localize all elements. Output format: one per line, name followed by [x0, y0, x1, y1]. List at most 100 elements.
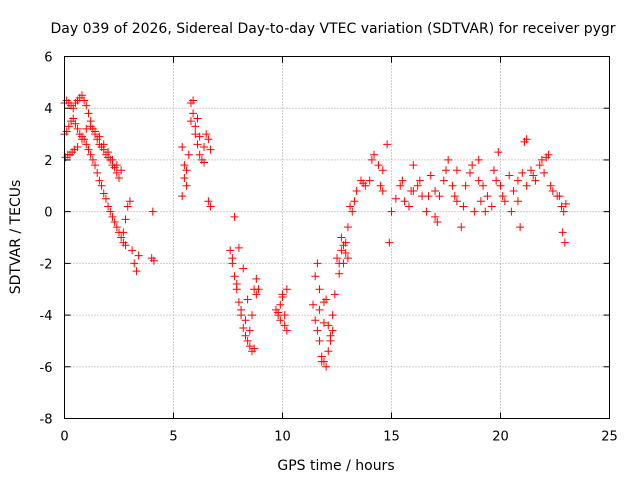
data-points: [60, 91, 570, 371]
data-point: [343, 254, 352, 263]
data-point: [535, 161, 544, 170]
y-tick-label: 2: [44, 154, 52, 169]
data-point: [448, 181, 457, 190]
data-point: [280, 321, 289, 330]
data-point: [557, 202, 566, 211]
data-point: [492, 176, 501, 185]
chart-title: Day 039 of 2026, Sidereal Day-to-day VTE…: [50, 21, 615, 37]
axis-ticks: 0 5 10 15 20 25 -8 -6 -4 -2 0 2 4 6: [40, 51, 618, 445]
data-point: [398, 176, 407, 185]
data-point: [112, 168, 121, 177]
data-point: [400, 197, 409, 206]
data-point: [476, 197, 485, 206]
data-point: [77, 135, 86, 144]
data-point: [505, 171, 514, 180]
data-point: [330, 290, 339, 299]
data-point: [489, 166, 498, 175]
data-point: [254, 285, 263, 294]
data-point: [182, 166, 191, 175]
data-point: [559, 207, 568, 216]
data-point: [245, 342, 254, 351]
data-point: [234, 298, 243, 307]
data-point: [548, 186, 557, 195]
data-point: [101, 194, 110, 203]
data-point: [245, 326, 254, 335]
data-point: [442, 166, 450, 175]
data-point: [424, 192, 433, 201]
y-tick-label: -2: [40, 257, 53, 272]
data-point: [315, 336, 324, 345]
data-point: [470, 207, 479, 216]
data-point: [82, 140, 91, 149]
data-point: [311, 316, 320, 325]
data-point: [237, 305, 246, 314]
data-point: [413, 181, 422, 190]
data-point: [228, 254, 237, 263]
data-point: [315, 285, 324, 294]
data-point: [558, 228, 567, 237]
y-tick-label: -4: [40, 309, 53, 324]
data-point: [452, 197, 461, 206]
data-point: [71, 119, 80, 128]
data-point: [274, 308, 283, 317]
data-point: [341, 249, 350, 258]
data-point: [407, 186, 416, 195]
data-point: [433, 217, 442, 226]
data-point: [243, 336, 252, 345]
data-point: [206, 202, 215, 211]
data-point: [348, 207, 357, 216]
data-point: [500, 197, 509, 206]
data-point: [108, 155, 117, 164]
data-point: [352, 186, 361, 195]
data-point: [125, 197, 134, 206]
data-point: [350, 197, 359, 206]
data-point: [439, 176, 448, 185]
data-point: [106, 207, 115, 216]
data-point: [337, 233, 346, 242]
data-point: [130, 259, 139, 268]
data-point: [328, 311, 337, 320]
data-point: [252, 290, 261, 299]
data-point: [195, 132, 204, 141]
data-point: [359, 179, 368, 188]
data-point: [531, 176, 540, 185]
data-point: [444, 155, 453, 164]
y-tick-label: 6: [44, 51, 52, 66]
data-point: [189, 109, 198, 118]
x-tick-label: 5: [169, 430, 177, 445]
data-point: [241, 316, 250, 325]
data-point: [540, 168, 549, 177]
data-point: [527, 166, 536, 175]
data-point: [104, 148, 113, 157]
data-point: [335, 269, 344, 278]
data-point: [513, 197, 522, 206]
data-point: [243, 295, 252, 304]
data-point: [409, 161, 418, 170]
y-axis-label: SDTVAR / TECUs: [8, 180, 24, 295]
data-point: [82, 101, 91, 110]
data-point: [108, 212, 117, 221]
data-point: [513, 176, 522, 185]
data-point: [95, 132, 104, 141]
data-point: [82, 124, 91, 133]
data-point: [313, 259, 322, 268]
data-point: [250, 344, 259, 353]
data-point: [422, 207, 431, 216]
data-point: [518, 168, 527, 177]
data-point: [370, 150, 379, 159]
data-point: [468, 161, 477, 170]
y-tick-label: 4: [44, 102, 52, 117]
data-point: [234, 243, 243, 252]
data-point: [457, 223, 466, 232]
data-point: [193, 140, 202, 149]
data-point: [507, 207, 516, 216]
data-point: [239, 264, 248, 273]
data-point: [542, 153, 551, 162]
data-point: [435, 192, 444, 201]
data-point: [404, 202, 413, 211]
data-point: [121, 215, 130, 224]
data-point: [200, 158, 209, 167]
data-point: [276, 300, 285, 309]
data-point: [241, 331, 250, 340]
